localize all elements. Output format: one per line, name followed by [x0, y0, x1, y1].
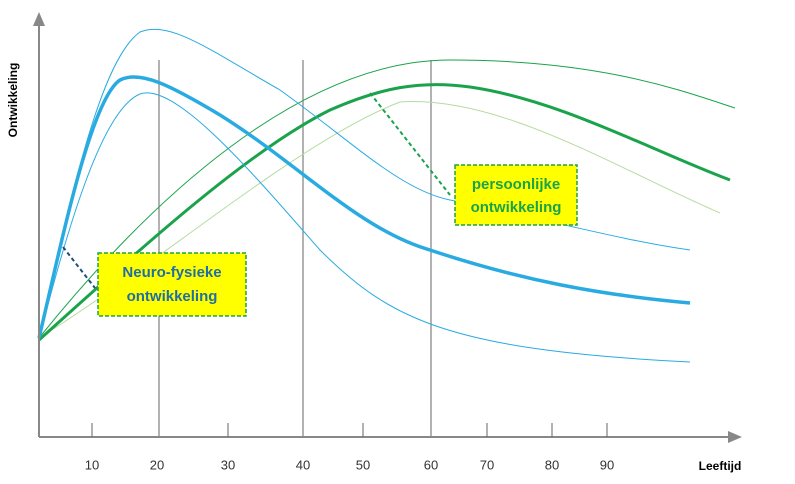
box-text: persoonlijke	[472, 176, 560, 193]
y-axis-label: Ontwikkeling	[6, 63, 20, 138]
box-text: Neuro-fysieke	[122, 264, 221, 281]
x-tick-label: 40	[296, 457, 310, 472]
x-tick-label: 70	[480, 457, 494, 472]
pointer	[369, 92, 451, 196]
ticks: 10 20 30 40 50 60 70 80 90	[85, 423, 614, 472]
x-tick-label: 30	[221, 457, 235, 472]
x-tick-label: 10	[85, 457, 99, 472]
box-text: ontwikkeling	[127, 288, 218, 305]
x-tick-label: 50	[356, 457, 370, 472]
x-tick-label: 20	[150, 457, 164, 472]
x-axis-label: Leeftijd	[699, 459, 742, 473]
x-tick-label: 90	[600, 457, 614, 472]
axes	[33, 12, 742, 443]
box	[97, 252, 247, 317]
arrow	[728, 431, 742, 443]
box-text: ontwikkeling	[471, 199, 562, 216]
blue-thin-curve	[38, 92, 691, 363]
x-tick-label: 80	[545, 457, 559, 472]
green-main-curve	[37, 83, 731, 342]
blue-main-curve	[37, 75, 691, 339]
curves	[37, 28, 736, 437]
green-thin-curve	[38, 59, 736, 339]
box	[454, 164, 578, 226]
arrow	[33, 12, 45, 26]
pointer	[62, 246, 96, 289]
x-tick-label: 60	[424, 457, 438, 472]
